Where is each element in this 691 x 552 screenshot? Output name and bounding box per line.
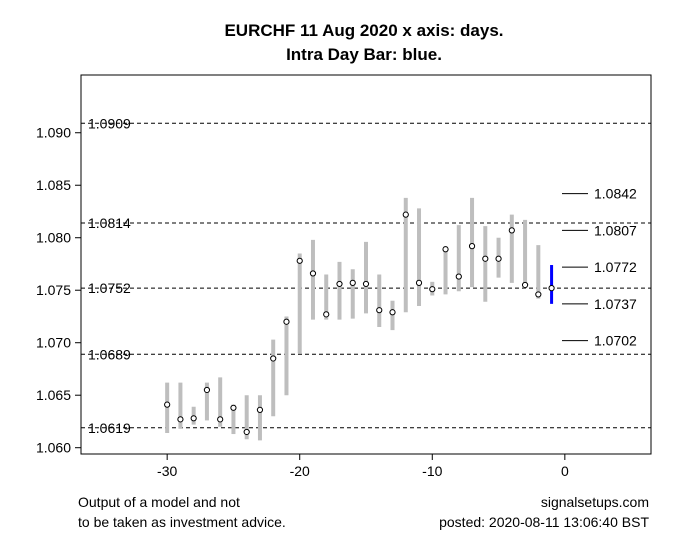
- y-tick-label: 1.075: [36, 282, 71, 298]
- close-point: [482, 255, 489, 262]
- close-point: [442, 246, 449, 253]
- right-level-label: 1.0807: [594, 222, 637, 238]
- close-point: [309, 270, 317, 277]
- close-point: [362, 280, 370, 288]
- close-point: [164, 401, 171, 408]
- y-tick-label: 1.085: [36, 177, 71, 193]
- right-level-markers: 1.0842 1.0807 1.0772 1.0737 1.0702: [562, 186, 637, 349]
- y-tick-label: 1.060: [36, 440, 71, 456]
- close-points: [164, 211, 555, 436]
- close-point: [402, 211, 409, 218]
- close-point: [296, 257, 303, 264]
- level-label: 1.0909: [88, 115, 131, 131]
- x-axis: -30 -20 -10 0: [157, 453, 569, 479]
- close-point: [535, 291, 542, 298]
- close-point: [270, 355, 277, 362]
- close-point: [468, 243, 476, 250]
- footer-site: signalsetups.com: [541, 494, 649, 510]
- chart-title-line2: Intra Day Bar: blue.: [286, 45, 442, 64]
- level-label: 1.0752: [88, 280, 131, 296]
- y-tick-label: 1.090: [36, 125, 71, 141]
- close-point: [323, 311, 330, 318]
- close-point: [429, 286, 436, 293]
- close-point: [243, 428, 250, 436]
- close-point: [415, 279, 423, 286]
- right-level-label: 1.0737: [594, 296, 637, 312]
- x-tick-label: -20: [290, 463, 310, 479]
- level-lines: 1.0909 1.0814 1.0752 1.0689 1.0619: [81, 115, 651, 436]
- level-label: 1.0619: [88, 420, 131, 436]
- y-axis: 1.060 1.065 1.070 1.075 1.080 1.085 1.090: [36, 125, 81, 456]
- footer-disclaimer-line1: Output of a model and not: [78, 494, 240, 510]
- x-tick-label: -10: [422, 463, 442, 479]
- right-level-label: 1.0772: [594, 259, 637, 275]
- chart-title-line1: EURCHF 11 Aug 2020 x axis: days.: [224, 21, 503, 40]
- close-point: [217, 416, 224, 423]
- y-tick-label: 1.070: [36, 335, 71, 351]
- close-point: [376, 307, 383, 314]
- close-point: [336, 280, 343, 288]
- close-point: [256, 406, 264, 414]
- x-tick-label: 0: [561, 463, 569, 479]
- x-tick-label: -30: [157, 463, 177, 479]
- close-point: [190, 415, 197, 422]
- right-level-label: 1.0842: [594, 186, 637, 202]
- close-point: [349, 279, 356, 286]
- close-point: [521, 281, 529, 289]
- close-point: [283, 318, 290, 325]
- range-bars: [165, 197, 554, 441]
- close-point: [455, 273, 462, 280]
- level-label: 1.0814: [88, 215, 131, 231]
- close-point: [203, 386, 211, 394]
- footer-disclaimer-line2: to be taken as investment advice.: [78, 514, 286, 530]
- close-point: [508, 227, 515, 234]
- footer-posted: posted: 2020-08-11 13:06:40 BST: [439, 514, 649, 530]
- close-point: [495, 255, 502, 262]
- y-tick-label: 1.065: [36, 387, 71, 403]
- right-level-label: 1.0702: [594, 333, 637, 349]
- close-point: [230, 404, 237, 411]
- y-tick-label: 1.080: [36, 230, 71, 246]
- close-point: [389, 309, 396, 316]
- close-point: [177, 416, 184, 423]
- intraday-close-point: [548, 285, 555, 292]
- level-label: 1.0689: [88, 346, 131, 362]
